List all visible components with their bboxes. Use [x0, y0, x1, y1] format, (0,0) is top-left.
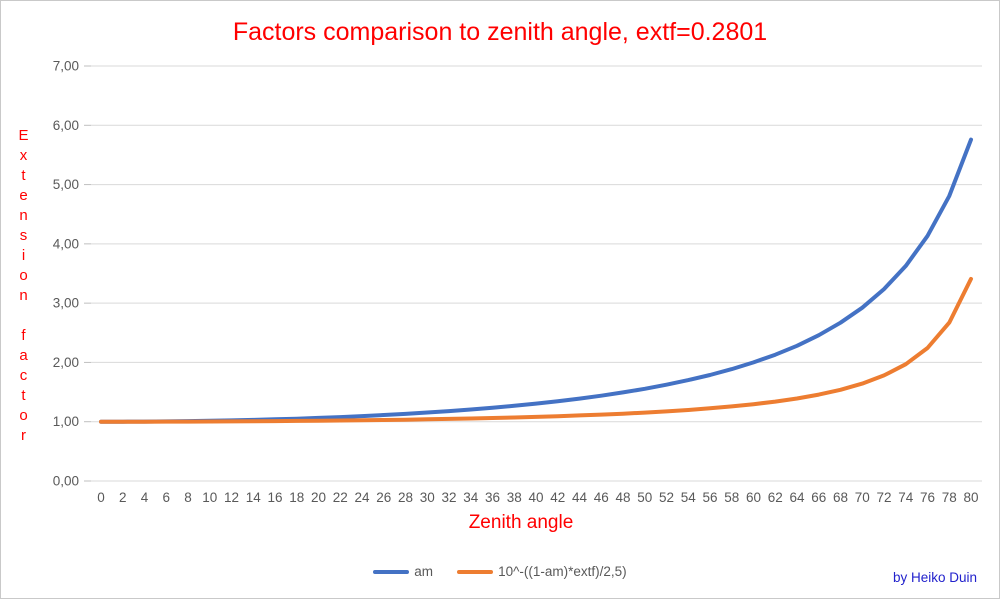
y-tick-label: 2,00: [53, 355, 79, 370]
legend-label-am: am: [414, 564, 434, 579]
y-tick-label: 5,00: [53, 177, 79, 192]
x-tick-label: 18: [289, 490, 304, 505]
x-tick-label: 76: [920, 490, 935, 505]
legend-label-extf-formula: 10^-((1-am)*extf)/2,5): [498, 564, 627, 579]
series-line-extf-formula: [99, 276, 973, 424]
x-tick-label: 74: [898, 490, 914, 505]
x-tick-label: 38: [507, 490, 522, 505]
x-tick-label: 2: [119, 490, 127, 505]
y-tick-label: 4,00: [53, 236, 79, 251]
legend-line-swatch-extf-formula: [457, 569, 494, 574]
x-tick-label: 30: [420, 490, 435, 505]
x-tick-label: 60: [746, 490, 761, 505]
y-tick-label: 6,00: [53, 118, 79, 133]
x-tick-label: 52: [659, 490, 674, 505]
x-tick-label: 68: [833, 490, 848, 505]
x-tick-label: 64: [789, 490, 805, 505]
x-tick-label: 46: [594, 490, 609, 505]
x-tick-label: 70: [855, 490, 870, 505]
legend-item-extf-formula: 10^-((1-am)*extf)/2,5): [457, 564, 627, 579]
x-tick-label: 8: [184, 490, 192, 505]
x-axis-title: Zenith angle: [468, 512, 574, 533]
y-tick-label: 0,00: [53, 474, 79, 489]
series-line-am: [99, 137, 973, 424]
x-tick-label: 62: [768, 490, 783, 505]
x-tick-label: 28: [398, 490, 413, 505]
y-tick-label: 7,00: [53, 59, 79, 74]
y-tick-label: 1,00: [53, 414, 79, 429]
x-tick-label: 40: [528, 490, 543, 505]
x-tick-label: 4: [141, 490, 149, 505]
attribution: by Heiko Duin: [892, 570, 977, 585]
x-tick-label: 44: [572, 490, 588, 505]
x-tick-label: 14: [246, 490, 262, 505]
x-tick-label: 50: [637, 490, 652, 505]
chart-title: Factors comparison to zenith angle, extf…: [232, 18, 768, 46]
x-tick-label: 58: [724, 490, 739, 505]
x-tick-label: 32: [441, 490, 456, 505]
x-tick-label: 78: [942, 490, 957, 505]
x-tick-label: 66: [811, 490, 826, 505]
x-tick-label: 42: [550, 490, 565, 505]
legend-line-swatch-am: [373, 569, 410, 574]
x-tick-label: 54: [681, 490, 697, 505]
legend: am 10^-((1-am)*extf)/2,5): [1, 564, 999, 579]
x-tick-label: 34: [463, 490, 479, 505]
y-axis-title: Extension factor: [15, 127, 32, 447]
x-tick-label: 48: [615, 490, 630, 505]
x-tick-label: 22: [333, 490, 348, 505]
x-tick-label: 80: [963, 490, 978, 505]
x-tick-label: 56: [702, 490, 717, 505]
y-tick-label: 3,00: [53, 296, 79, 311]
x-tick-label: 72: [876, 490, 891, 505]
legend-item-am: am: [373, 564, 433, 579]
x-tick-label: 36: [485, 490, 500, 505]
x-tick-label: 26: [376, 490, 391, 505]
x-tick-label: 20: [311, 490, 326, 505]
x-tick-label: 16: [267, 490, 282, 505]
x-tick-label: 10: [202, 490, 217, 505]
x-tick-label: 0: [97, 490, 105, 505]
x-tick-label: 6: [162, 490, 170, 505]
x-tick-label: 12: [224, 490, 239, 505]
x-tick-label: 24: [354, 490, 370, 505]
